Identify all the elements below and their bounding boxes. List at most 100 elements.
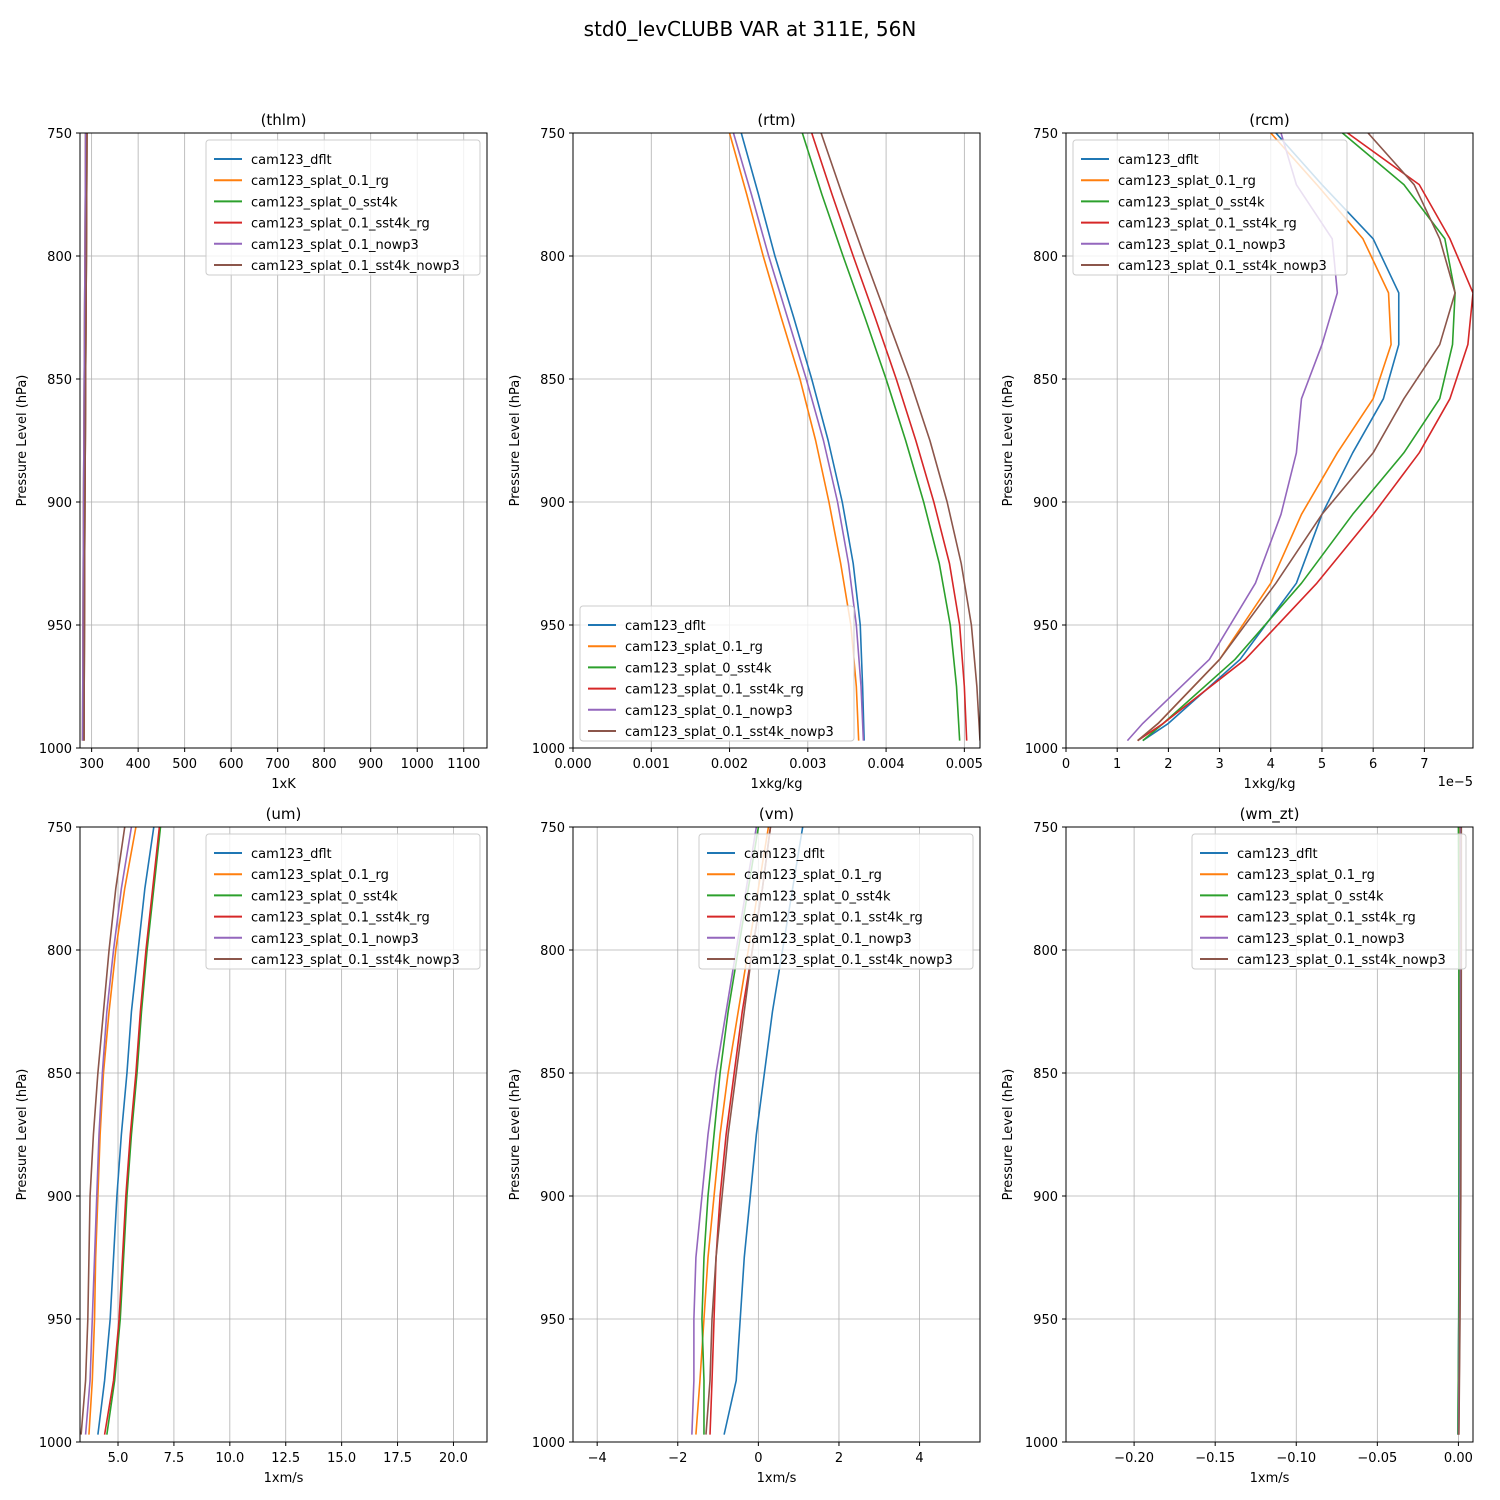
legend-entry: cam123_dflt [1118, 153, 1199, 168]
x-tick-label: 900 [358, 757, 383, 772]
x-tick-label: 500 [172, 757, 197, 772]
series-line-cam123_splat_0.1_sst4k_nowp3 [820, 133, 980, 741]
series-group [81, 133, 88, 741]
y-tick-label: 750 [540, 127, 565, 142]
legend-entry: cam123_splat_0_sst4k [251, 195, 398, 210]
y-tick-label: 950 [1033, 1313, 1058, 1328]
subplot-um: 5.0 7.5 10.0 12.5 15.0 17.5 20.0 750 800 850 900 95… [15, 805, 488, 1486]
y-tick-label: 800 [540, 250, 565, 265]
x-tick-label: −4 [588, 1451, 607, 1466]
x-tick-label: 5.0 [108, 1451, 129, 1466]
legend-entry: cam123_splat_0.1_sst4k_rg [1237, 911, 1416, 926]
y-tick-label: 850 [47, 1067, 72, 1082]
y-tick-label: 1000 [39, 742, 72, 757]
y-axis-label: Pressure Level (hPa) [15, 1069, 30, 1201]
series-line-cam123_splat_0.1_nowp3 [732, 133, 865, 741]
x-tick-label: 4 [1267, 757, 1275, 772]
legend-box [1072, 139, 1348, 276]
legend-box [205, 139, 481, 276]
subplot-grid: 300 400 500 600 700 800 900 1000 110075080085090… [15, 111, 1474, 1486]
legend-entry: cam123_splat_0.1_sst4k_rg [1118, 217, 1297, 232]
x-axis-label: 1xK [271, 777, 296, 792]
x-tick-label: 2 [1164, 757, 1172, 772]
legend-entry: cam123_splat_0.1_nowp3 [625, 704, 793, 719]
series-line-cam123_splat_0.1_sst4k_nowp3 [1137, 133, 1456, 742]
x-tick-label: 0.00 [1444, 1451, 1473, 1466]
y-tick-label: 1000 [532, 742, 565, 757]
x-tick-label: −0.10 [1276, 1451, 1316, 1466]
legend-entry: cam123_dflt [1237, 847, 1318, 862]
legend-entry: cam123_splat_0.1_sst4k_rg [744, 911, 923, 926]
legend-entry: cam123_splat_0.1_sst4k_rg [251, 911, 430, 926]
legend: cam123_dflt cam123_splat_0.1_rg cam123_spl… [698, 833, 974, 970]
x-tick-label: 10.0 [215, 1451, 244, 1466]
y-tick-label: 950 [540, 1313, 565, 1328]
y-tick-label: 800 [540, 944, 565, 959]
legend: cam123_dflt cam123_splat_0.1_rg cam123_spl… [1191, 833, 1467, 970]
x-axis-label: 1xkg/kg [751, 777, 803, 792]
y-tick-label: 850 [47, 373, 72, 388]
y-tick-label: 1000 [39, 1436, 72, 1451]
x-tick-label: 15.0 [327, 1451, 356, 1466]
x-tick-label: 0.005 [946, 757, 983, 772]
x-tick-label: 7.5 [164, 1451, 185, 1466]
legend-entry: cam123_splat_0.1_sst4k_rg [251, 217, 430, 232]
legend-entry: cam123_splat_0.1_sst4k_nowp3 [251, 259, 460, 274]
y-tick-label: 900 [47, 1190, 72, 1205]
x-tick-label: 7 [1420, 757, 1428, 772]
legend-entry: cam123_splat_0.1_sst4k_nowp3 [1118, 259, 1327, 274]
legend: cam123_dflt cam123_splat_0.1_rg cam123_spl… [205, 833, 481, 970]
y-axis-label: Pressure Level (hPa) [1001, 1069, 1016, 1201]
subplot-rtm: 0.000 0.001 0.002 0.003 0.004 0.005 750 800 850 9… [508, 111, 983, 792]
legend-entry: cam123_splat_0.1_sst4k_nowp3 [251, 953, 460, 968]
legend-entry: cam123_dflt [251, 153, 332, 168]
series-line-cam123_dflt [97, 827, 155, 1435]
legend-entry: cam123_splat_0.1_sst4k_nowp3 [1237, 953, 1446, 968]
series-line-cam123_splat_0.1_sst4k_rg [810, 133, 968, 741]
x-tick-label: 12.5 [271, 1451, 300, 1466]
subplot-thlm: 300 400 500 600 700 800 900 1000 1100 750 800 850 90… [15, 111, 488, 792]
legend-entry: cam123_splat_0.1_nowp3 [744, 932, 912, 947]
subplot-title: (thlm) [261, 111, 307, 129]
x-tick-label: 2 [835, 1451, 843, 1466]
x-tick-label: 1000 [401, 757, 434, 772]
series-line-cam123_splat_0.1_nowp3 [81, 133, 87, 741]
subplot-wm_zt: −0.20 −0.15 −0.10 −0.05 0.00 750 800 850 900 950 1… [1001, 805, 1474, 1486]
legend-entry: cam123_splat_0_sst4k [744, 889, 891, 904]
y-tick-label: 850 [540, 373, 565, 388]
legend-entry: cam123_splat_0.1_nowp3 [1118, 238, 1286, 253]
legend: cam123_dflt cam123_splat_0.1_rg cam123_spl… [1072, 139, 1348, 276]
x-tick-label: 800 [312, 757, 337, 772]
axes-frame [1065, 132, 1474, 749]
x-tick-label: 700 [265, 757, 290, 772]
y-tick-label: 900 [1033, 496, 1058, 511]
axes-frame [572, 132, 981, 749]
x-tick-label: 600 [219, 757, 244, 772]
legend-entry: cam123_splat_0.1_rg [251, 174, 389, 189]
y-tick-label: 950 [540, 619, 565, 634]
x-axis-label: 1xm/s [757, 1471, 797, 1486]
x-tick-label: 1100 [447, 757, 480, 772]
x-tick-label: 0.004 [867, 757, 904, 772]
x-tick-label: 4 [915, 1451, 923, 1466]
y-tick-label: 750 [1033, 127, 1058, 142]
series-line-cam123_splat_0.1_sst4k_nowp3 [80, 827, 126, 1435]
legend-entry: cam123_splat_0.1_rg [744, 868, 882, 883]
series-line-cam123_splat_0_sst4k [106, 827, 162, 1435]
y-tick-label: 850 [1033, 373, 1058, 388]
legend-box [1191, 833, 1467, 970]
axes-frame [1065, 826, 1474, 1443]
y-tick-label: 950 [47, 1313, 72, 1328]
x-tick-label: 0.000 [554, 757, 591, 772]
subplot-title: (vm) [759, 805, 794, 823]
x-tick-label: −0.05 [1357, 1451, 1397, 1466]
y-axis-label: Pressure Level (hPa) [508, 375, 523, 507]
y-tick-label: 950 [1033, 619, 1058, 634]
legend-entry: cam123_dflt [251, 847, 332, 862]
legend-entry: cam123_splat_0.1_nowp3 [1237, 932, 1405, 947]
series-group [1126, 133, 1473, 742]
legend-entry: cam123_splat_0_sst4k [251, 889, 398, 904]
x-tick-label: 0.001 [633, 757, 670, 772]
x-tick-label: −2 [668, 1451, 687, 1466]
series-line-cam123_splat_0.1_nowp3 [84, 827, 133, 1435]
